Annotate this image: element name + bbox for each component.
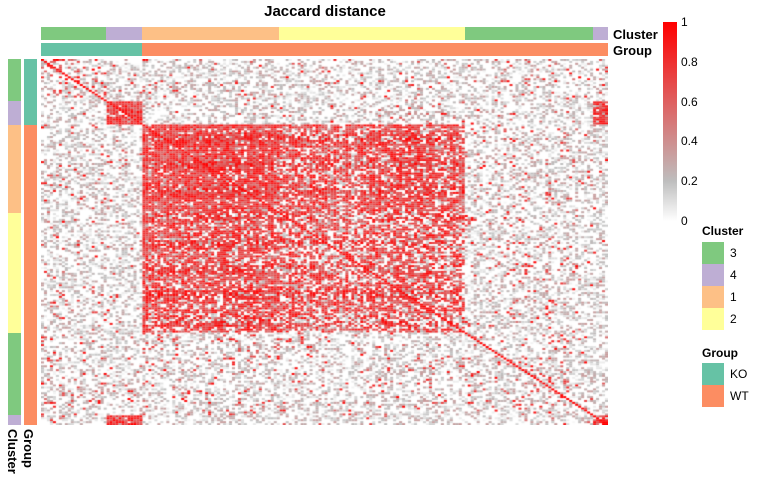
- left-cluster-track-label: Cluster: [5, 429, 20, 474]
- cluster-legend-swatch: [702, 308, 724, 330]
- cluster-legend-swatch: [702, 264, 724, 286]
- cluster-legend-title: Cluster: [702, 224, 744, 238]
- left-group-annotation-cell: [24, 59, 37, 125]
- group-legend-swatch: [702, 385, 724, 407]
- group-legend-title: Group: [702, 346, 738, 360]
- group-legend-label: WT: [730, 389, 749, 403]
- top-cluster-annotation-cell: [593, 27, 608, 40]
- cluster-legend-label: 1: [730, 290, 737, 304]
- left-group-track-label: Group: [21, 429, 36, 468]
- top-cluster-annotation-cell: [279, 27, 465, 40]
- top-cluster-annotation-cell: [106, 27, 142, 40]
- color-scale-tick-label: 0: [681, 214, 688, 228]
- chart-title: Jaccard distance: [264, 3, 386, 20]
- left-cluster-annotation-cell: [8, 101, 21, 125]
- left-cluster-annotation-cell: [8, 333, 21, 415]
- left-cluster-annotation-cell: [8, 415, 21, 425]
- color-scale-tick-label: 1: [681, 15, 688, 29]
- top-group-track-label: Group: [613, 43, 652, 58]
- top-group-annotation-cell: [41, 43, 142, 56]
- cluster-legend-label: 4: [730, 268, 737, 282]
- cluster-legend-label: 3: [730, 246, 737, 260]
- heatmap-matrix: [41, 59, 608, 425]
- cluster-legend-label: 2: [730, 312, 737, 326]
- top-group-annotation-cell: [142, 43, 608, 56]
- top-cluster-annotation-cell: [142, 27, 279, 40]
- left-cluster-annotation-cell: [8, 213, 21, 333]
- group-legend-label: KO: [730, 367, 748, 381]
- color-scale-tick-label: 0.4: [681, 134, 698, 149]
- left-group-annotation-cell: [24, 125, 37, 425]
- top-cluster-annotation-cell: [465, 27, 593, 40]
- cluster-legend-swatch: [702, 242, 724, 264]
- color-scale-tick-label: 0.6: [681, 94, 698, 109]
- top-cluster-track-label: Cluster: [613, 27, 658, 42]
- color-scale-tick-label: 0.2: [681, 174, 698, 189]
- left-cluster-annotation-cell: [8, 125, 21, 213]
- cluster-legend-swatch: [702, 286, 724, 308]
- group-legend-swatch: [702, 363, 724, 385]
- color-scale-bar: [663, 22, 677, 221]
- left-cluster-annotation-cell: [8, 59, 21, 101]
- color-scale-tick-label: 0.8: [681, 54, 698, 69]
- top-cluster-annotation-cell: [41, 27, 106, 40]
